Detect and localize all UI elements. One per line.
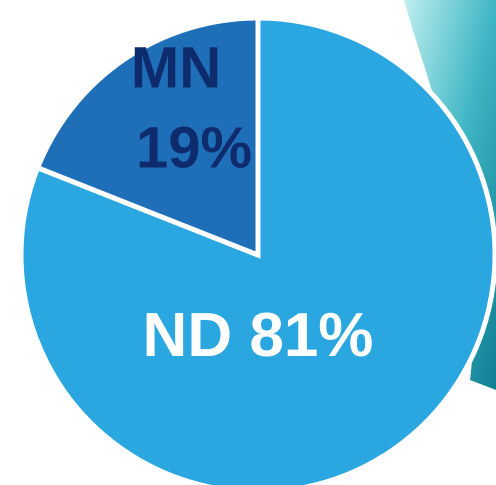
slice-label: ND 81% <box>143 301 374 370</box>
pie-slice <box>18 15 496 485</box>
pie-slice <box>34 15 261 259</box>
decoration <box>404 0 496 390</box>
slice-value-label: 19% <box>136 115 252 180</box>
pie <box>18 15 496 485</box>
slice-category-label: MN <box>131 35 221 100</box>
slice-value-label: 81% <box>249 301 373 370</box>
slice-category-label: ND <box>143 301 233 370</box>
